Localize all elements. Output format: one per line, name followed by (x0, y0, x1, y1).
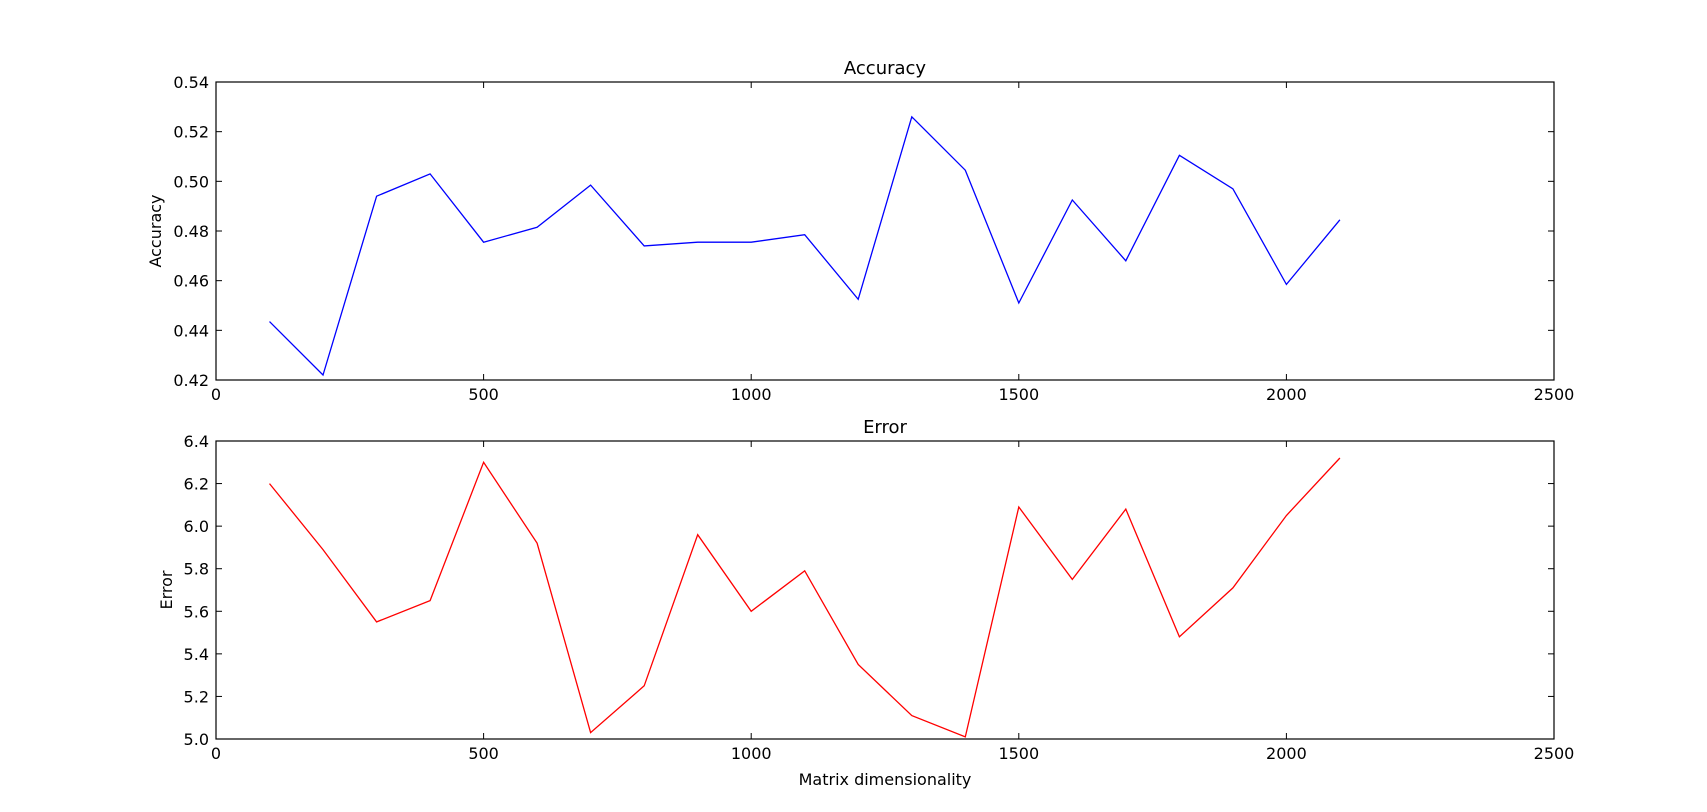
x-tick-label: 0 (211, 744, 221, 763)
y-tick-label: 5.8 (184, 560, 209, 579)
chart-panel-0: Accuracy Accuracy 0 500 1000 1500 2000 2500 0.42… (146, 58, 1574, 404)
x-tick-label: 1000 (731, 744, 772, 763)
y-tick-label: 5.0 (184, 730, 209, 749)
x-tick-label: 500 (468, 744, 499, 763)
x-tick-label: 1500 (998, 385, 1039, 404)
y-tick-label: 6.0 (184, 517, 209, 536)
x-tick-label: 2000 (1266, 385, 1307, 404)
y-tick-label: 0.54 (173, 73, 209, 92)
x-tick-label: 2000 (1266, 744, 1307, 763)
plot-frame (215, 81, 1555, 381)
x-axis-label: Matrix dimensionality (799, 770, 972, 789)
x-tick-label: 2500 (1534, 744, 1575, 763)
y-tick-label: 0.46 (173, 272, 209, 291)
y-tick-label: 5.6 (184, 602, 209, 621)
y-tick-label: 0.44 (173, 321, 209, 340)
y-axis-label: Error (157, 570, 176, 609)
y-tick-label: 0.50 (173, 172, 209, 191)
x-tick-label: 500 (468, 385, 499, 404)
y-tick-label: 0.52 (173, 123, 209, 142)
chart-title: Accuracy (844, 58, 927, 79)
series-line-0 (268, 457, 1341, 738)
y-axis-label: Accuracy (146, 194, 165, 267)
chart-title: Error (863, 417, 907, 438)
y-tick-label: 6.2 (184, 475, 209, 494)
chart-panel-1: Error Error Matrix dimensionality 0 500 1000 1… (157, 417, 1574, 789)
plot-frame (215, 440, 1555, 740)
y-tick-label: 0.48 (173, 222, 209, 241)
x-tick-label: 2500 (1534, 385, 1575, 404)
y-tick-label: 5.4 (184, 645, 209, 664)
x-tick-label: 0 (211, 385, 221, 404)
series-line-0 (269, 115, 1341, 377)
x-tick-label: 1500 (998, 744, 1039, 763)
y-tick-label: 0.42 (173, 371, 209, 390)
y-tick-label: 5.2 (184, 687, 209, 706)
y-tick-label: 6.4 (184, 432, 209, 451)
x-tick-label: 1000 (731, 385, 772, 404)
